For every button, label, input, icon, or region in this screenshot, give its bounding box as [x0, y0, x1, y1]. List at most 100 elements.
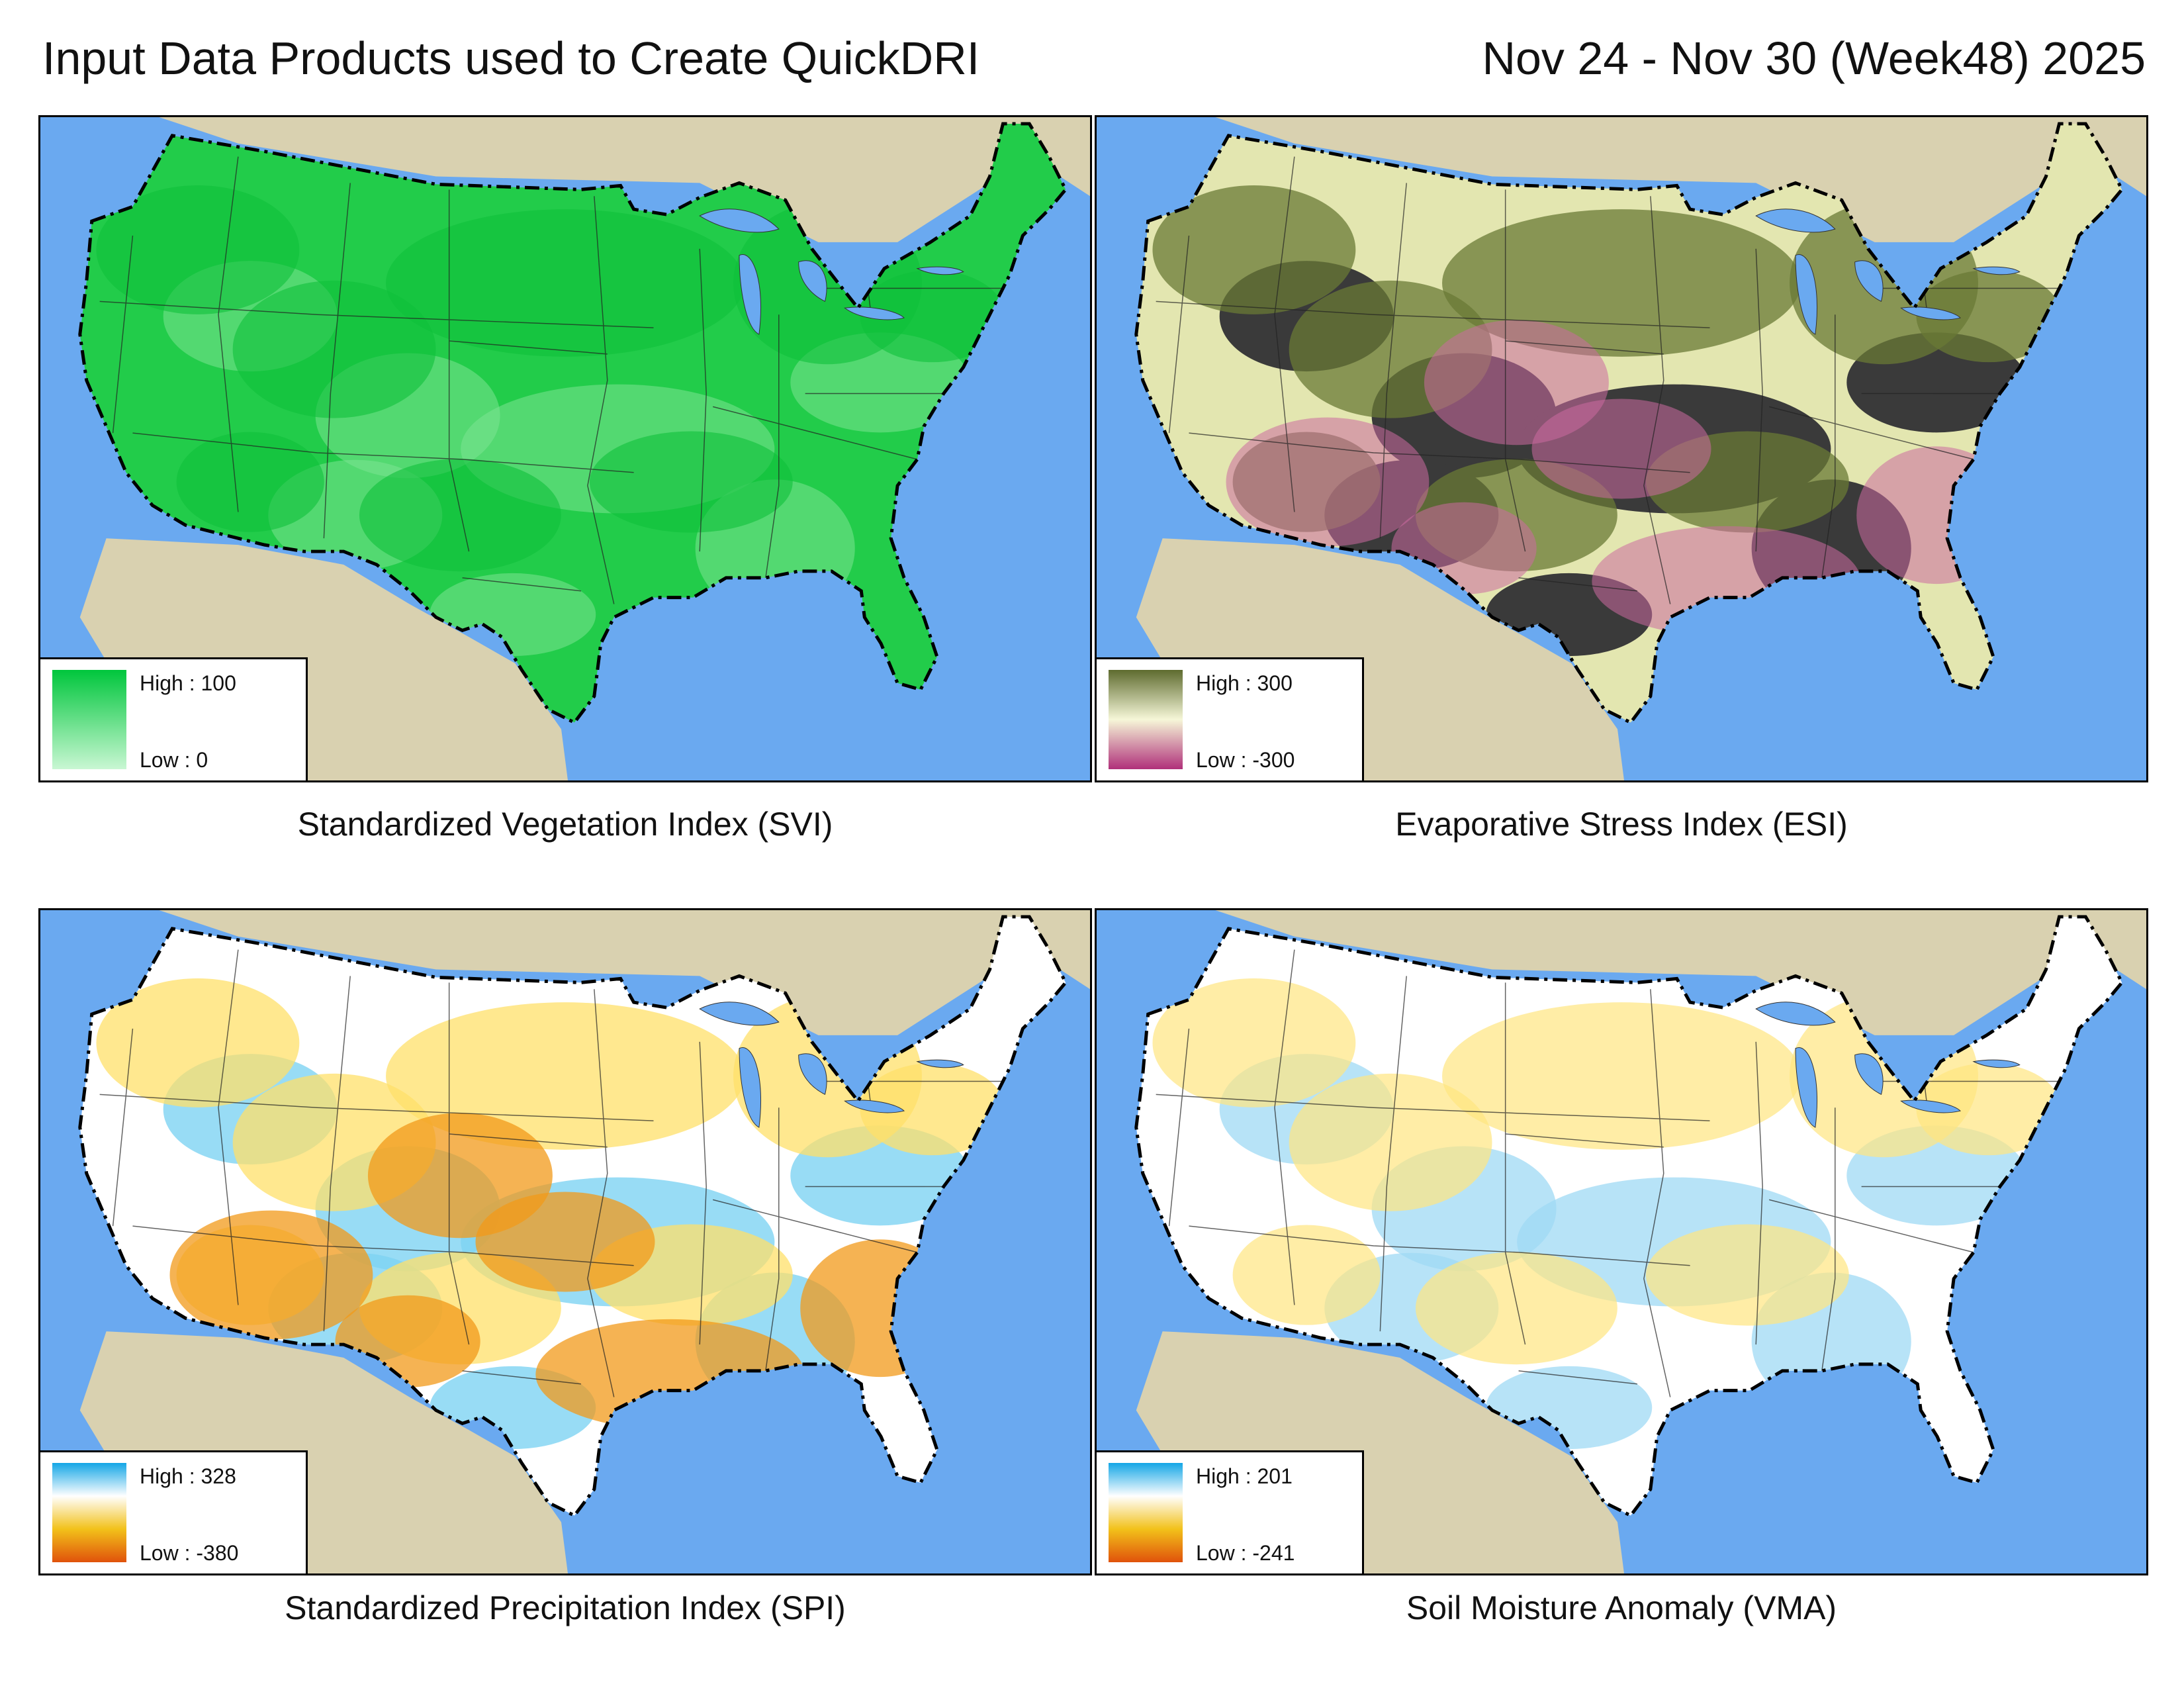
state-line	[218, 156, 239, 512]
pattern-blotch	[860, 1063, 1005, 1156]
state-line	[765, 314, 780, 578]
pattern-blotch	[386, 1002, 745, 1150]
spi-legend-ramp	[52, 1463, 126, 1562]
canada-land	[40, 117, 1090, 242]
state-line	[112, 1028, 134, 1227]
state-line	[1504, 189, 1526, 552]
date-range: Nov 24 - Nov 30 (Week48) 2025	[1482, 32, 2146, 84]
state-line	[1274, 156, 1295, 512]
state-line	[99, 301, 654, 328]
state-line	[699, 248, 707, 552]
svi-map-panel: High : 100 Low : 0	[38, 115, 1092, 782]
great-lake	[1795, 254, 1817, 335]
state-line	[1379, 183, 1407, 539]
state-line	[448, 189, 470, 552]
esi-map-panel: High : 300 Low : -300	[1095, 115, 2148, 782]
pattern-blotch	[475, 1192, 655, 1292]
esi-map	[1097, 117, 2146, 780]
state-line	[1768, 1199, 1974, 1253]
national-border	[78, 122, 1068, 725]
spi-legend-high: High : 328	[140, 1464, 236, 1488]
spi-legend-low: Low : -380	[140, 1541, 239, 1565]
pattern-blotch	[176, 432, 324, 532]
pattern-blotch	[1442, 209, 1801, 357]
state-boundaries	[1156, 949, 2060, 1397]
svi-legend-low: Low : 0	[140, 748, 208, 772]
great-lake	[798, 1053, 827, 1096]
state-line	[765, 1107, 780, 1371]
state-line	[587, 989, 615, 1397]
state-line	[1189, 432, 1690, 473]
vma-legend-low: Low : -241	[1196, 1541, 1295, 1565]
svi-legend: High : 100 Low : 0	[40, 657, 308, 780]
state-boundaries	[99, 949, 1003, 1397]
state-line	[587, 196, 615, 604]
legend-ramp-fill	[1109, 670, 1183, 769]
state-line	[99, 1094, 654, 1121]
state-line	[323, 183, 351, 539]
state-line	[1156, 1094, 1710, 1121]
great-lake	[1795, 1047, 1817, 1128]
great-lake	[1972, 1059, 2021, 1068]
vma-map-panel: High : 201 Low : -241	[1095, 908, 2148, 1575]
state-line	[132, 432, 634, 473]
state-line	[1168, 1028, 1190, 1227]
state-line	[218, 949, 239, 1305]
national-border	[1134, 122, 2124, 725]
great-lake	[1854, 1053, 1884, 1096]
state-line	[1504, 982, 1526, 1345]
state-line	[1505, 1133, 1664, 1148]
esi-legend-high: High : 300	[1196, 671, 1293, 695]
state-line	[1518, 1370, 1637, 1385]
vma-map	[1097, 910, 2146, 1573]
state-line	[462, 577, 581, 592]
state-line	[1379, 976, 1407, 1332]
great-lake	[844, 306, 905, 320]
pattern-blotch	[1152, 978, 1356, 1107]
national-border	[78, 915, 1068, 1518]
svi-legend-ramp	[52, 670, 126, 769]
great-lake	[1900, 306, 1962, 320]
pattern-blotch	[386, 209, 745, 357]
great-lake	[844, 1100, 905, 1113]
great-lake	[916, 266, 964, 275]
state-line	[1505, 340, 1664, 355]
great-lake	[699, 209, 780, 233]
pattern-blotch	[1531, 399, 1711, 499]
canada-land	[1097, 117, 2146, 242]
pattern-blotch	[169, 1210, 373, 1340]
pattern-blotch	[1442, 1002, 1801, 1150]
great-lake	[739, 1047, 761, 1128]
pattern-blotch	[1645, 1224, 1849, 1326]
pattern-blotch	[359, 459, 561, 572]
state-boundaries	[99, 156, 1003, 604]
state-line	[712, 406, 918, 460]
great-lake	[798, 260, 827, 303]
state-line	[449, 340, 608, 355]
pattern-blotch	[1226, 417, 1430, 547]
state-line	[699, 1041, 707, 1345]
legend-ramp-fill	[52, 1463, 126, 1562]
pattern-blotch	[1232, 1225, 1381, 1325]
state-line	[1755, 1041, 1763, 1345]
esi-legend: High : 300 Low : -300	[1097, 657, 1364, 780]
svi-legend-high: High : 100	[140, 671, 236, 695]
legend-ramp-fill	[1109, 1463, 1183, 1562]
pattern-blotch	[96, 978, 300, 1107]
state-line	[1821, 314, 1836, 578]
legend-ramp-fill	[52, 670, 126, 769]
great-lake	[916, 1059, 964, 1068]
pattern-blotch	[860, 270, 1005, 363]
vma-legend-ramp	[1109, 1463, 1183, 1562]
esi-legend-ramp	[1109, 670, 1183, 769]
state-line	[1156, 301, 1710, 328]
pattern-blotch	[96, 185, 300, 314]
vma-caption: Soil Moisture Anomaly (VMA)	[1406, 1589, 1837, 1626]
state-line	[712, 1199, 918, 1253]
esi-legend-low: Low : -300	[1196, 748, 1295, 772]
state-line	[1768, 406, 1974, 460]
pattern-blotch	[1916, 270, 2062, 363]
state-line	[323, 976, 351, 1332]
great-lake	[1854, 260, 1884, 303]
state-line	[132, 1225, 634, 1266]
